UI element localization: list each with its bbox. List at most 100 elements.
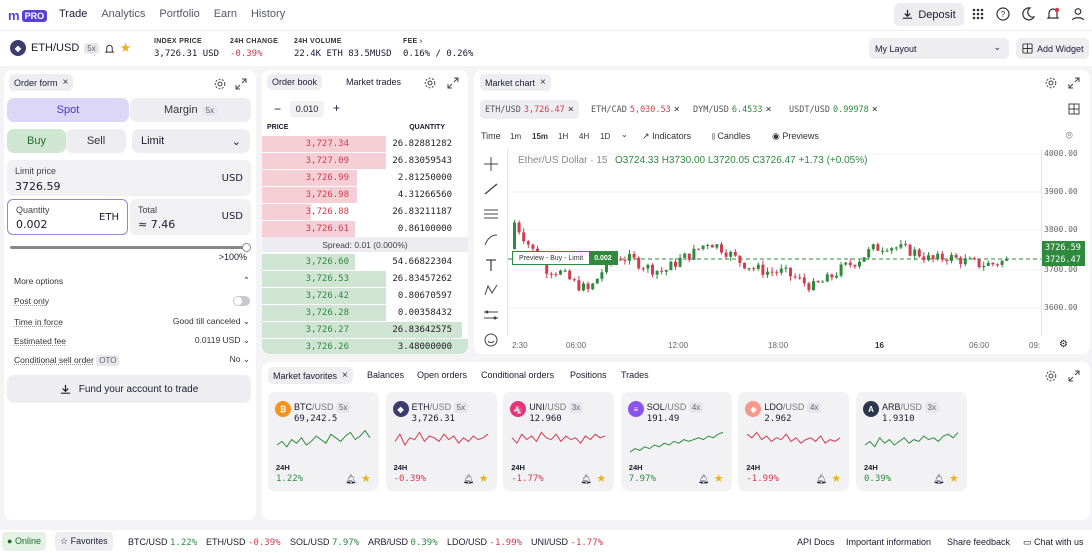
alert-bell-icon[interactable]: 🔔︎ bbox=[462, 474, 475, 484]
favorite-star-icon[interactable]: ★ bbox=[361, 473, 371, 485]
time-in-force-row[interactable]: Time in force Good till canceled ⌄ bbox=[14, 316, 250, 327]
expand-icon[interactable] bbox=[447, 77, 459, 89]
brush-icon[interactable] bbox=[483, 233, 499, 247]
tf-4h[interactable]: 4H bbox=[579, 132, 590, 141]
order-preview-label[interactable]: Preview - Buy - Limit 0.002 bbox=[512, 251, 618, 265]
tf-1d[interactable]: 1D bbox=[600, 132, 611, 141]
nav-earn[interactable]: Earn bbox=[213, 8, 237, 20]
favorites-button[interactable]: ☆ Favorites bbox=[55, 532, 113, 551]
candlestick-chart[interactable] bbox=[508, 148, 1041, 336]
alert-bell-icon[interactable]: 🔔︎ bbox=[580, 474, 592, 484]
status-ticker[interactable]: BTC/USD 1.22% bbox=[128, 537, 197, 548]
bid-row[interactable]: 3,726.28 0.00358432 bbox=[262, 305, 467, 321]
conditional-sell-row[interactable]: Conditional sell order OTO No ⌄ bbox=[14, 354, 250, 366]
camera-icon[interactable]: ⌾ bbox=[1066, 130, 1073, 142]
deposit-button[interactable]: Deposit bbox=[894, 3, 964, 26]
expand-icon[interactable] bbox=[1068, 77, 1080, 89]
nav-trade[interactable]: Trade bbox=[59, 8, 88, 20]
favorite-star-icon[interactable]: ★ bbox=[478, 473, 489, 485]
candles-button[interactable]: ⫾ Candles bbox=[712, 131, 750, 142]
sell-button[interactable]: Sell bbox=[66, 129, 126, 153]
ask-row[interactable]: 3,726.99 2.81250000 bbox=[262, 170, 467, 186]
bid-row[interactable]: 3,726.42 0.80670597 bbox=[262, 288, 467, 304]
close-icon[interactable]: × bbox=[62, 77, 69, 88]
alert-bell-icon[interactable]: 🔔︎ bbox=[697, 474, 710, 484]
chevron-down-icon[interactable]: ⌄ bbox=[621, 130, 628, 139]
limit-price-input[interactable]: Limit price 3726.59 USD bbox=[7, 160, 251, 196]
favorite-star-icon[interactable]: ★ bbox=[713, 473, 724, 485]
market-card[interactable]: A ARB/USD 3x 1.9310 24H 0.39% 🔔︎ ★ bbox=[856, 392, 967, 491]
market-card[interactable]: ≡ SOL/USD 4x 191.49 24H 7.97% 🔔︎ ★ bbox=[620, 392, 732, 491]
alert-bell-icon[interactable]: 🔔︎ bbox=[815, 474, 827, 484]
nav-history[interactable]: History bbox=[250, 8, 286, 20]
post-only-toggle[interactable] bbox=[233, 296, 250, 306]
pattern-icon[interactable] bbox=[483, 283, 499, 297]
close-icon[interactable]: × bbox=[342, 370, 348, 381]
kraken-pro-logo[interactable]: m PRO bbox=[8, 8, 48, 23]
market-card[interactable]: ₿ BTC/USD 5x 69,242.5 24H 1.22% 🔔︎ ★ bbox=[268, 392, 379, 491]
measure-icon[interactable] bbox=[483, 308, 499, 322]
chart-settings-icon[interactable]: ⚙ bbox=[1059, 339, 1068, 350]
favorite-star-icon[interactable]: ★ bbox=[831, 473, 842, 485]
favorite-star-icon[interactable]: ★ bbox=[119, 40, 132, 55]
horizontal-lines-icon[interactable] bbox=[483, 207, 499, 221]
order-type-select[interactable]: Limit ⌄ bbox=[132, 129, 250, 153]
chevron-down-icon[interactable]: ⌄ bbox=[242, 335, 250, 345]
favorite-star-icon[interactable]: ★ bbox=[949, 473, 959, 485]
close-icon[interactable]: × bbox=[871, 104, 878, 115]
more-options-toggle[interactable]: More options ⌃ bbox=[14, 275, 250, 286]
trend-line-icon[interactable] bbox=[483, 182, 499, 196]
ask-row[interactable]: 3,726.61 0.86100000 bbox=[262, 221, 467, 237]
tab-order-book[interactable]: Order book bbox=[267, 74, 323, 90]
alert-bell-icon[interactable]: 🔔︎ bbox=[345, 474, 357, 484]
settings-gear-icon[interactable] bbox=[424, 77, 436, 89]
expand-icon[interactable] bbox=[1068, 370, 1080, 382]
tab-market-chart[interactable]: Market chart × bbox=[480, 74, 551, 91]
increase-step-button[interactable]: + bbox=[333, 101, 341, 115]
slider-handle[interactable] bbox=[242, 243, 251, 252]
price-alert-bell-icon[interactable] bbox=[104, 43, 115, 54]
status-ticker[interactable]: UNI/USD -1.77% bbox=[531, 537, 603, 548]
quantity-input[interactable]: Quantity 0.002 ETH bbox=[7, 199, 128, 235]
status-ticker[interactable]: ETH/USD -0.39% bbox=[206, 537, 281, 548]
layout-grid-icon[interactable] bbox=[1068, 103, 1080, 115]
tf-15m[interactable]: 15m bbox=[532, 132, 549, 141]
apps-grid-icon[interactable] bbox=[971, 7, 985, 21]
tab-market-favorites[interactable]: Market favorites × bbox=[268, 367, 353, 384]
decrease-step-button[interactable]: − bbox=[274, 102, 282, 116]
important-info-link[interactable]: Important information bbox=[846, 537, 932, 547]
settings-gear-icon[interactable] bbox=[214, 78, 226, 90]
status-ticker[interactable]: ARB/USD 0.39% bbox=[368, 537, 438, 548]
chart-pair-tab[interactable]: USDT/USD 0.99978 × bbox=[784, 100, 883, 119]
bid-row[interactable]: 3,726.53 26.83457262 bbox=[262, 271, 467, 287]
tab-conditional-orders[interactable]: Conditional orders bbox=[476, 367, 559, 383]
favorite-star-icon[interactable]: ★ bbox=[596, 473, 607, 485]
nav-portfolio[interactable]: Portfolio bbox=[159, 8, 200, 20]
close-icon[interactable]: × bbox=[567, 104, 574, 115]
bid-row[interactable]: 3,726.60 54.66822304 bbox=[262, 254, 467, 270]
add-widget-button[interactable]: Add Widget bbox=[1016, 38, 1089, 59]
api-docs-link[interactable]: API Docs bbox=[797, 537, 835, 547]
layout-select[interactable]: My Layout ⌄ bbox=[869, 38, 1009, 59]
share-feedback-link[interactable]: Share feedback bbox=[947, 537, 1011, 547]
status-ticker[interactable]: LDO/USD -1.99% bbox=[447, 537, 522, 548]
notifications-bell-icon[interactable] bbox=[1046, 7, 1060, 21]
settings-gear-icon[interactable] bbox=[1045, 77, 1057, 89]
ask-row[interactable]: 3,727.34 26.82881282 bbox=[262, 136, 467, 152]
text-tool-icon[interactable] bbox=[483, 258, 499, 272]
step-value[interactable]: 0.010 bbox=[290, 101, 324, 117]
tab-positions[interactable]: Positions bbox=[565, 367, 612, 383]
status-ticker[interactable]: SOL/USD 7.97% bbox=[290, 537, 359, 548]
bid-row[interactable]: 3,726.26 3.48000000 bbox=[262, 339, 468, 354]
ask-row[interactable]: 3,726.98 4.31266560 bbox=[262, 187, 467, 203]
spot-tab[interactable]: Spot bbox=[7, 98, 129, 122]
tf-1m[interactable]: 1m bbox=[510, 132, 522, 141]
market-card[interactable]: 🦄 UNI/USD 3x 12.960 24H -1.77% 🔔︎ ★ bbox=[503, 392, 615, 491]
amount-slider[interactable] bbox=[10, 243, 251, 252]
close-icon[interactable]: × bbox=[765, 104, 772, 115]
alert-bell-icon[interactable]: 🔔︎ bbox=[933, 474, 945, 484]
close-icon[interactable]: × bbox=[673, 104, 680, 115]
indicators-button[interactable]: ↗ Indicators bbox=[642, 131, 691, 142]
tab-order-form[interactable]: Order form × bbox=[9, 74, 74, 91]
total-input[interactable]: Total ≈ 7.46 USD bbox=[130, 199, 251, 235]
